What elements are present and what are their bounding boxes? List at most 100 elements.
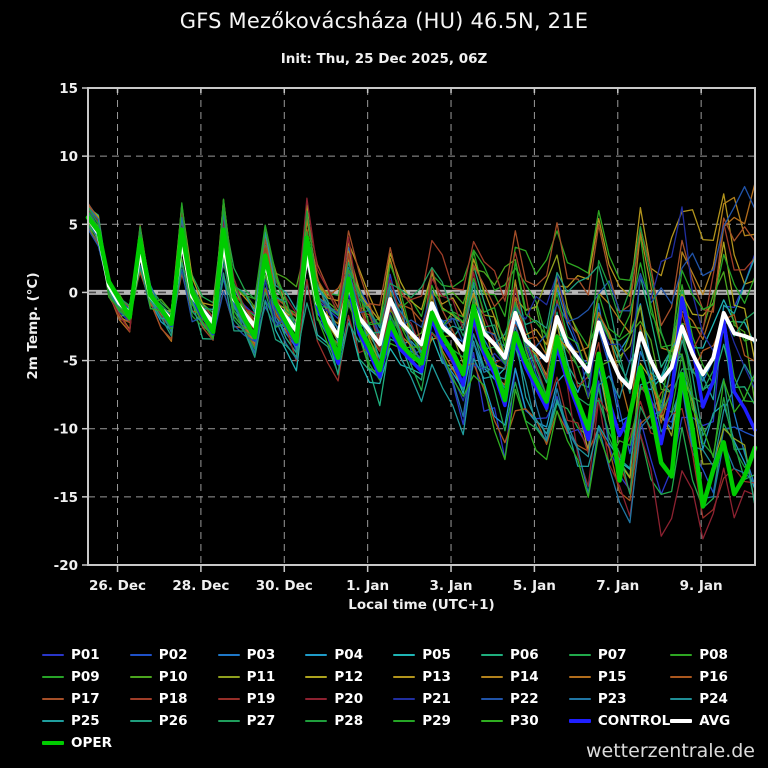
legend-label-p23: P23	[597, 691, 627, 707]
legend-item-p20: P20	[305, 690, 393, 708]
legend-label-p25: P25	[71, 713, 100, 729]
legend-swatch-p30	[481, 720, 504, 722]
legend-item-p22: P22	[481, 690, 569, 708]
legend-item-p29: P29	[393, 712, 481, 730]
legend-item-p04: P04	[305, 646, 393, 664]
legend-label-p06: P06	[510, 647, 539, 663]
legend-swatch-p10	[129, 676, 152, 678]
watermark: wetterzentrale.de	[586, 740, 755, 762]
x-tick-label: 7. Jan	[596, 578, 639, 594]
legend-item-p17: P17	[42, 690, 130, 708]
main-series	[85, 215, 758, 509]
legend: P01 P02 P03 P04 P05 P06 P07 P08 P09 P10 P11 P12 P13 P…	[42, 646, 758, 752]
legend-label-p05: P05	[422, 647, 451, 663]
legend-item-p28: P28	[305, 712, 393, 730]
legend-swatch-p13	[393, 676, 416, 678]
legend-swatch-p11	[217, 676, 240, 678]
legend-swatch-p17	[42, 698, 64, 700]
legend-swatch-p05	[393, 654, 416, 656]
legend-swatch-p25	[42, 720, 64, 722]
legend-swatch-p07	[568, 654, 591, 656]
legend-swatch-avg	[670, 719, 693, 723]
legend-label-p03: P03	[246, 647, 276, 663]
y-tick-label: -5	[63, 354, 78, 370]
legend-label-p22: P22	[510, 691, 539, 707]
legend-label-p12: P12	[334, 669, 364, 685]
legend-item-p01: P01	[42, 646, 130, 664]
legend-swatch-control	[568, 719, 591, 723]
y-tick-label: -15	[54, 490, 78, 506]
legend-swatch-p22	[481, 698, 504, 700]
legend-item-p15: P15	[568, 668, 670, 686]
legend-label-p11: P11	[246, 669, 276, 685]
legend-label-p28: P28	[334, 713, 364, 729]
chart-subtitle: Init: Thu, 25 Dec 2025, 06Z	[280, 51, 488, 67]
legend-label-p07: P07	[597, 647, 627, 663]
legend-item-p19: P19	[217, 690, 306, 708]
legend-swatch-p03	[217, 654, 240, 656]
legend-swatch-p18	[129, 698, 152, 700]
legend-label-p10: P10	[158, 669, 188, 685]
legend-item-p03: P03	[217, 646, 306, 664]
legend-swatch-p23	[568, 698, 591, 700]
legend-label-p01: P01	[71, 647, 100, 663]
y-tick-label: 5	[69, 217, 78, 233]
ensemble-line-P07	[87, 212, 756, 509]
legend-item-p16: P16	[670, 668, 758, 686]
legend-swatch-p29	[393, 720, 416, 722]
legend-item-p25: P25	[42, 712, 130, 730]
legend-swatch-p04	[305, 654, 328, 656]
legend-label-p26: P26	[158, 713, 188, 729]
legend-item-p06: P06	[481, 646, 569, 664]
x-tick-label: 26. Dec	[89, 578, 146, 594]
legend-label-p30: P30	[510, 713, 539, 729]
x-tick-label: 9. Jan	[680, 578, 723, 594]
legend-item-p02: P02	[129, 646, 218, 664]
legend-swatch-p19	[217, 698, 240, 700]
x-axis-title: Local time (UTC+1)	[348, 597, 495, 613]
legend-item-p23: P23	[568, 690, 670, 708]
legend-swatch-p28	[305, 720, 328, 722]
y-tick-label: -10	[54, 422, 78, 438]
legend-label-p13: P13	[422, 669, 451, 685]
x-tick-label: 30. Dec	[256, 578, 313, 594]
legend-item-p09: P09	[42, 668, 130, 686]
y-tick-label: 0	[69, 285, 78, 301]
legend-item-p30: P30	[481, 712, 569, 730]
ensemble-line-P06	[87, 207, 756, 407]
legend-label-p17: P17	[71, 691, 100, 707]
legend-swatch-p20	[305, 698, 328, 700]
legend-item-p11: P11	[217, 668, 306, 686]
legend-label-control: CONTROL	[597, 713, 671, 729]
legend-item-p14: P14	[481, 668, 569, 686]
legend-item-p27: P27	[217, 712, 306, 730]
legend-swatch-p12	[305, 676, 328, 678]
legend-item-p21: P21	[393, 690, 481, 708]
legend-swatch-p02	[129, 654, 152, 656]
series-line-oper	[85, 215, 758, 509]
x-tick-label: 3. Jan	[430, 578, 473, 594]
legend-label-p29: P29	[422, 713, 451, 729]
legend-label-p24: P24	[699, 691, 728, 707]
legend-label-p04: P04	[334, 647, 364, 663]
legend-swatch-p06	[481, 654, 504, 656]
legend-swatch-oper	[42, 741, 64, 745]
legend-item-p24: P24	[670, 690, 758, 708]
legend-item-p07: P07	[568, 646, 670, 664]
axes-frame: 26. Dec 28. Dec 30. Dec 1. Jan 3. Jan 5. Jan 7…	[54, 81, 756, 594]
legend-item-p05: P05	[393, 646, 481, 664]
legend-label-p16: P16	[699, 669, 728, 685]
legend-label-p08: P08	[699, 647, 728, 663]
legend-item-p10: P10	[129, 668, 218, 686]
y-axis-title: 2m Temp. (°C)	[25, 272, 41, 380]
plot-frame	[87, 87, 756, 566]
legend-label-p18: P18	[158, 691, 188, 707]
ensemble-line-P12	[87, 199, 756, 479]
legend-item-p13: P13	[393, 668, 481, 686]
legend-item-avg: AVG	[670, 712, 758, 730]
legend-item-p26: P26	[129, 712, 218, 730]
legend-swatch-p14	[481, 676, 504, 678]
legend-label-p21: P21	[422, 691, 451, 707]
chart-title: GFS Mezőkovácsháza (HU) 46.5N, 21E	[179, 9, 589, 33]
legend-swatch-p26	[129, 720, 152, 722]
